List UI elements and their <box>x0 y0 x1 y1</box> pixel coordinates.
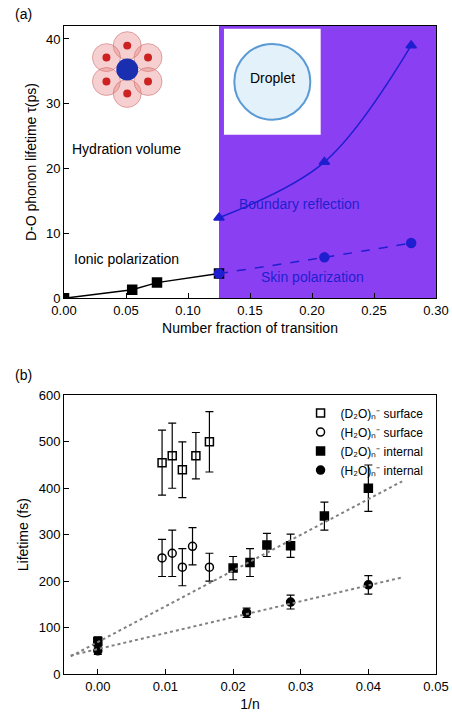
svg-text:0.20: 0.20 <box>299 303 324 318</box>
svg-text:500: 500 <box>39 434 61 449</box>
svg-text:(b): (b) <box>15 367 32 383</box>
svg-text:0.05: 0.05 <box>113 303 138 318</box>
svg-text:600: 600 <box>39 388 61 403</box>
svg-text:0.02: 0.02 <box>220 679 245 694</box>
svg-text:0.03: 0.03 <box>288 679 313 694</box>
svg-text:Lifetime (fs): Lifetime (fs) <box>15 498 31 571</box>
svg-text:0.30: 0.30 <box>423 303 448 318</box>
svg-text:0.05: 0.05 <box>423 679 448 694</box>
svg-text:300: 300 <box>39 527 61 542</box>
svg-text:0.01: 0.01 <box>153 679 178 694</box>
svg-text:40: 40 <box>46 32 60 47</box>
svg-text:0.25: 0.25 <box>361 303 386 318</box>
svg-text:0: 0 <box>53 667 60 682</box>
svg-text:0: 0 <box>53 291 60 306</box>
svg-text:Hydration volume: Hydration volume <box>72 141 181 157</box>
svg-text:0.04: 0.04 <box>356 679 381 694</box>
svg-text:10: 10 <box>46 226 60 241</box>
svg-text:Number fraction of transition: Number fraction of transition <box>162 320 338 336</box>
svg-text:Boundary reflection: Boundary reflection <box>239 196 360 212</box>
svg-text:D-O phonon lifetime τ(ps): D-O phonon lifetime τ(ps) <box>23 83 39 241</box>
svg-text:0.15: 0.15 <box>237 303 262 318</box>
svg-text:0.00: 0.00 <box>85 679 110 694</box>
svg-text:30: 30 <box>46 96 60 111</box>
svg-text:200: 200 <box>39 574 61 589</box>
svg-text:Skin polarization: Skin polarization <box>261 269 364 285</box>
svg-text:(H₂O)ₙ⁻ internal: (H₂O)ₙ⁻ internal <box>341 464 423 478</box>
svg-text:0.00: 0.00 <box>51 303 76 318</box>
svg-text:0.10: 0.10 <box>175 303 200 318</box>
svg-text:20: 20 <box>46 161 60 176</box>
svg-text:400: 400 <box>39 481 61 496</box>
svg-text:Ionic polarization: Ionic polarization <box>74 251 179 267</box>
svg-text:(D₂O)ₙ⁻ surface: (D₂O)ₙ⁻ surface <box>341 407 424 421</box>
svg-text:100: 100 <box>39 620 61 635</box>
svg-text:(a): (a) <box>15 6 32 22</box>
svg-text:(H₂O)ₙ⁻ surface: (H₂O)ₙ⁻ surface <box>341 426 424 440</box>
svg-text:Droplet: Droplet <box>250 70 295 86</box>
svg-text:1/n: 1/n <box>240 696 259 712</box>
svg-text:(D₂O)ₙ⁻ internal: (D₂O)ₙ⁻ internal <box>341 445 423 459</box>
